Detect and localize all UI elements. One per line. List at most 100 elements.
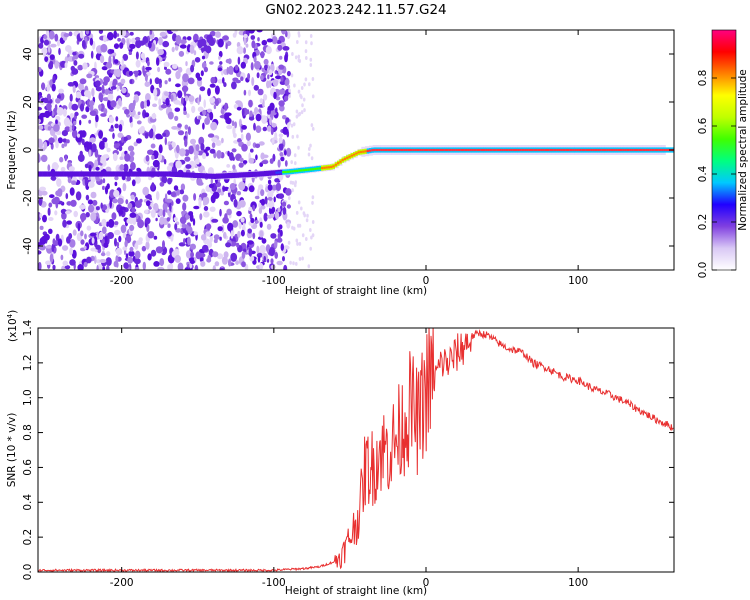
spectrogram-ridge-cell <box>156 171 160 177</box>
spectrogram-noise-blob <box>49 194 55 199</box>
spectrogram-noise-blob <box>218 50 223 58</box>
spectrogram-noise-blob <box>280 243 284 251</box>
spectrogram-noise-blob <box>58 88 64 94</box>
spectrogram-noise-blob <box>277 44 283 51</box>
spectrogram-noise-blob <box>129 31 134 36</box>
spectrogram-noise-blob <box>236 191 242 196</box>
spectrogram-noise-blob <box>237 56 241 65</box>
spectrogram-noise-blob <box>102 185 105 190</box>
spectrogram-noise-blob <box>191 105 196 114</box>
spectrogram-noise-blob <box>61 143 65 149</box>
spectrogram-noise-blob <box>165 68 172 75</box>
spectrogram-noise-blob <box>173 217 178 222</box>
spectrogram-noise-blob <box>260 189 265 197</box>
spectrogram-noise-blob <box>201 192 208 198</box>
y-tick-label: 0 <box>22 147 34 154</box>
spectrogram-noise-blob <box>284 160 288 167</box>
spectrogram-noise-blob <box>287 240 291 245</box>
spectrogram-ridge-core <box>437 148 440 152</box>
spectrogram-noise-blob <box>175 35 182 45</box>
spectrogram-noise-blob <box>41 82 46 91</box>
spectrogram-ridge-core <box>487 148 491 152</box>
spectrogram-noise-blob <box>151 113 157 120</box>
spectrogram-noise-blob <box>304 40 308 45</box>
spectrogram-noise-blob <box>295 109 299 114</box>
spectrogram-noise-blob <box>155 246 163 254</box>
spectrogram-noise-blob <box>135 59 141 68</box>
spectrogram-noise-blob <box>195 144 200 152</box>
spectrogram-ridge-core <box>444 148 447 152</box>
spectrogram-noise-blob <box>58 47 61 56</box>
spectrogram-noise-blob <box>219 267 225 270</box>
spectrogram-noise-blob <box>221 256 228 265</box>
spectrogram-noise-blob <box>145 241 150 250</box>
spectrogram-noise-blob <box>68 31 73 37</box>
spectrogram-noise-blob <box>98 231 104 241</box>
spectrogram-ridge-core <box>430 148 434 152</box>
spectrogram-noise-blob <box>282 126 289 135</box>
spectrogram-noise-blob <box>193 193 197 201</box>
spectrogram-noise-blob <box>91 237 95 244</box>
spectrogram-noise-blob <box>275 75 282 80</box>
spectrogram-noise-blob <box>79 30 84 39</box>
spectrogram-ridge-core <box>291 170 294 173</box>
spectrogram-noise-blob <box>106 183 110 190</box>
spectrogram-noise-blob <box>270 258 274 264</box>
spectrogram-noise-blob <box>236 242 240 248</box>
spectrogram-noise-blob <box>226 125 233 130</box>
spectrogram-ridge-core <box>307 168 310 171</box>
spectrogram-noise-blob <box>166 230 172 237</box>
spectrogram-ridge-cell <box>95 171 98 177</box>
spectrogram-ridge-core <box>665 148 669 152</box>
spectrogram-ridge-core <box>524 148 527 152</box>
spectrogram-noise-blob <box>88 204 95 213</box>
spectrogram-noise-blob <box>38 140 44 149</box>
spectrogram-noise-blob <box>284 79 289 86</box>
spectrogram-noise-blob <box>302 97 306 102</box>
spectrogram-ridge-cell <box>106 171 110 177</box>
spectrogram-noise-blob <box>165 198 173 203</box>
spectrogram-ridge-cell <box>273 170 276 176</box>
spectrogram-noise-blob <box>279 55 283 60</box>
spectrogram-noise-blob <box>103 34 107 43</box>
spectrogram-noise-blob <box>88 164 92 172</box>
spectrogram-noise-blob <box>53 123 60 132</box>
spectrogram-noise-blob <box>234 121 238 129</box>
spectrogram-noise-blob <box>142 65 145 75</box>
spectrogram-noise-blob <box>90 191 97 199</box>
spectrogram-noise-blob <box>118 124 123 132</box>
spectrogram-noise-blob <box>110 49 115 54</box>
spectrogram-noise-blob <box>118 209 124 215</box>
spectrogram-ridge-cell <box>227 173 230 179</box>
spectrogram-noise-blob <box>144 112 150 118</box>
spectrogram-ridge-core <box>353 153 356 156</box>
spectrogram-noise-blob <box>232 164 236 170</box>
spectrogram-noise-blob <box>200 260 206 267</box>
y-tick-label: 1.4 <box>22 319 34 336</box>
spectrogram-noise-blob <box>283 264 288 270</box>
x-tick-label: 0 <box>423 577 430 589</box>
spectrogram-noise-blob <box>72 51 77 56</box>
y-tick-label: -40 <box>22 237 34 254</box>
spectrogram-noise-blob <box>286 204 291 209</box>
spectrogram-ridge-core <box>325 166 329 169</box>
spectrogram-noise-blob <box>173 100 181 105</box>
spectrogram-noise-blob <box>282 201 287 207</box>
spectrogram-noise-blob <box>193 149 199 156</box>
spectrogram-noise-blob <box>188 95 195 102</box>
spectrogram-noise-blob <box>185 213 190 220</box>
spectrogram-noise-blob <box>158 153 162 162</box>
spectrogram-noise-blob <box>213 238 218 244</box>
spectrogram-noise-blob <box>238 162 244 168</box>
spectrogram-ridge-core <box>423 148 427 152</box>
spectrogram-noise-blob <box>294 55 298 60</box>
spectrogram-noise-blob <box>140 52 146 60</box>
spectrogram-noise-blob <box>286 147 292 157</box>
spectrogram-noise-blob <box>224 112 230 121</box>
spectrogram-ridge-cell <box>113 171 116 177</box>
spectrogram-noise-blob <box>85 30 90 35</box>
spectrogram-noise-blob <box>94 159 99 167</box>
spectrogram-ridge-core <box>626 148 630 152</box>
spectrogram-noise-blob <box>243 36 247 46</box>
spectrogram-noise-blob <box>187 77 195 85</box>
